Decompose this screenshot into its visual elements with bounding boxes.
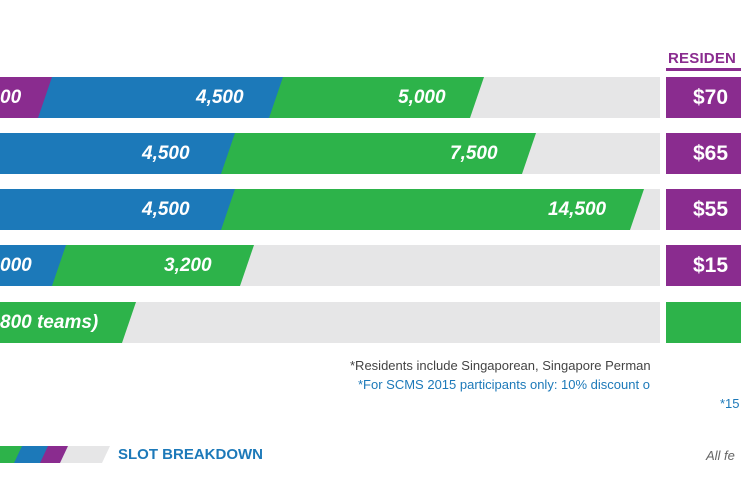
residents-note: *Residents include Singaporean, Singapor… [350, 358, 651, 373]
bar-segment-label: 7,500 [450, 143, 498, 164]
residents-header-rule [666, 68, 741, 71]
all-fees-note: All fe [706, 448, 735, 463]
price-box [666, 245, 741, 286]
legend-swatch-green [0, 446, 22, 463]
price-box [666, 77, 741, 118]
bar-segment-label: 14,500 [548, 199, 607, 220]
bar-segment-label: 4,500 [196, 87, 244, 108]
bar-segment-blue [0, 189, 235, 230]
bar-segment-label: 4,500 [142, 199, 190, 220]
bar-segment-blue [0, 245, 66, 286]
price-value: $70 [693, 86, 729, 109]
residents-fee-header: RESIDEN [668, 50, 737, 67]
bar-segment-blue [0, 77, 283, 118]
footnote-15: *15 [720, 396, 740, 411]
price-value: $65 [693, 142, 729, 165]
discount-note: *For SCMS 2015 participants only: 10% di… [358, 377, 650, 392]
price-value: $15 [693, 254, 729, 277]
price-box [666, 302, 741, 343]
slot-breakdown-label: SLOT BREAKDOWN [118, 446, 263, 463]
bar-segment-label: 4,500 [142, 143, 190, 164]
bar-segment-label: 5,000 [398, 87, 446, 108]
bar-segment-label: 00 [0, 87, 22, 108]
bar-segment-label: 3,200 [164, 255, 212, 276]
bar-segment-green [0, 302, 136, 343]
bar-segment-blue [0, 133, 235, 174]
bar-segment-label: 800 teams) [0, 312, 99, 333]
bar-segment-purple [0, 77, 52, 118]
bar-segment-green [0, 245, 254, 286]
price-value: $55 [693, 198, 729, 221]
bar-segment-label: 000 [0, 255, 32, 276]
price-box [666, 133, 741, 174]
price-box [666, 189, 741, 230]
